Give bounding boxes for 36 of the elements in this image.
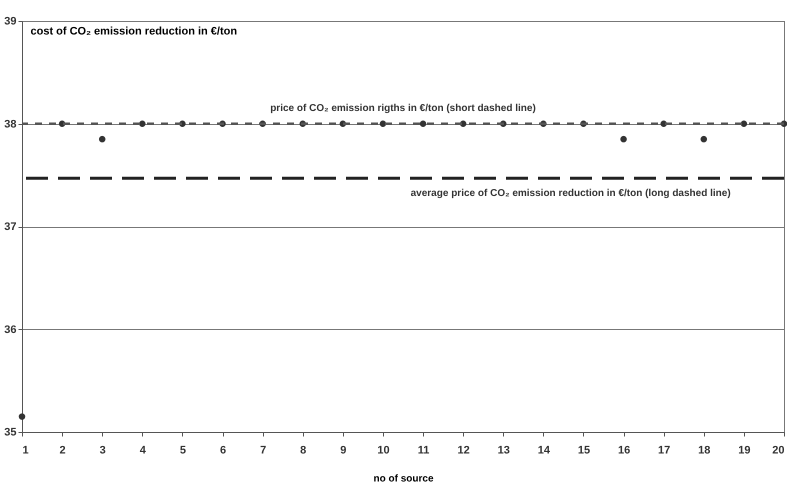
point — [98, 136, 106, 142]
y-axis-title: cost of CO₂ emission reduction in €/ton — [30, 26, 238, 38]
x-tick-label: 14 — [538, 444, 551, 456]
x-tick-label: 5 — [180, 444, 186, 456]
point — [18, 413, 26, 420]
x-tick-label: 17 — [658, 444, 670, 456]
x-tick-label: 16 — [618, 444, 630, 456]
x-axis-title: no of source — [373, 474, 434, 484]
point — [420, 120, 426, 127]
x-tick-label: 2 — [60, 444, 66, 456]
x-tick-label: 1 — [22, 444, 29, 456]
ref-line-label: price of CO₂ emission rigths in €/ton (short dashed line) — [270, 102, 536, 114]
point — [700, 136, 708, 142]
x-tick-label: 18 — [698, 444, 710, 456]
y-tick-label: 38 — [4, 118, 16, 130]
y-tick-label: 39 — [4, 16, 16, 28]
x-tick-label: 19 — [738, 444, 751, 456]
x-tick-label: 10 — [377, 444, 390, 456]
x-tick-label: 8 — [300, 444, 306, 456]
x-tick-label: 11 — [418, 444, 430, 456]
point — [139, 120, 146, 127]
y-tick-label: 37 — [4, 221, 16, 233]
x-tick-label: 15 — [578, 444, 590, 456]
x-tick-label: 13 — [498, 444, 510, 456]
x-tick-label: 20 — [772, 444, 784, 456]
ref-line-label: average price of CO₂ emission reduction in €/ton (long dashed line) — [410, 188, 731, 200]
x-tick-label: 7 — [260, 444, 266, 456]
x-tick-label: 12 — [458, 444, 470, 456]
y-tick-label: 36 — [4, 324, 16, 336]
point — [380, 120, 386, 127]
x-tick-label: 3 — [100, 444, 106, 456]
point — [620, 136, 627, 142]
y-tick-label: 35 — [4, 426, 16, 438]
x-tick-label: 6 — [220, 444, 226, 456]
x-tick-label: 9 — [340, 444, 346, 456]
x-tick-label: 4 — [140, 444, 147, 456]
